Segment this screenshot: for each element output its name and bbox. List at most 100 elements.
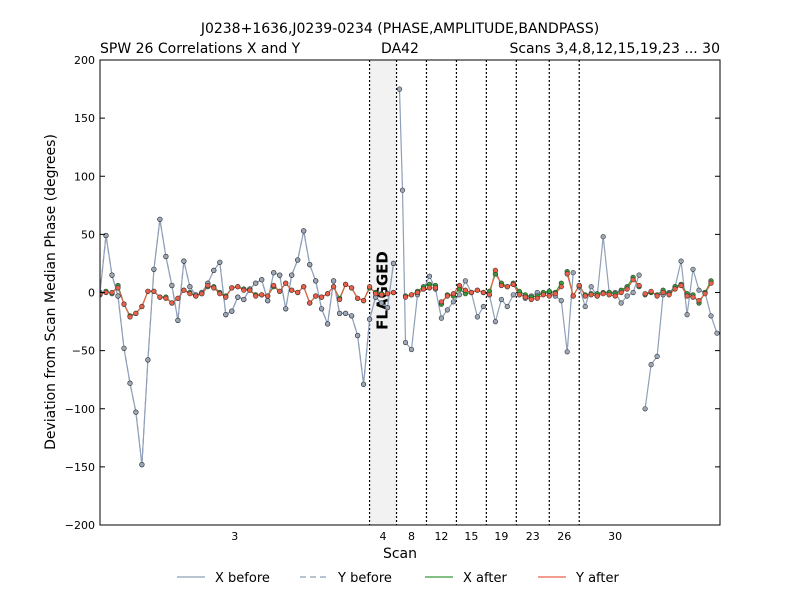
scan-tick-label: 30 [608, 530, 622, 543]
y-tick-label: 50 [81, 228, 95, 241]
data-point [151, 288, 157, 294]
data-point [618, 300, 624, 306]
data-point [690, 294, 696, 300]
data-point [157, 216, 163, 222]
data-point [540, 292, 546, 298]
series-line-x-before [398, 89, 484, 351]
data-point [546, 288, 552, 294]
data-point [307, 300, 313, 306]
data-point [474, 287, 481, 293]
data-point [582, 293, 588, 299]
data-point [438, 315, 445, 321]
data-point [211, 285, 217, 291]
data-point [516, 292, 522, 298]
data-point [696, 298, 702, 304]
data-point [109, 272, 115, 278]
data-point [301, 284, 307, 290]
data-point [361, 381, 367, 387]
scan-tick-label: 15 [464, 530, 478, 543]
data-point [181, 287, 187, 293]
data-point [223, 294, 229, 300]
data-point [145, 357, 151, 363]
data-point [283, 280, 289, 286]
data-point [163, 295, 169, 301]
data-point [313, 278, 319, 284]
data-point [259, 277, 265, 283]
data-point [420, 286, 427, 292]
data-point [271, 282, 277, 289]
data-point [390, 289, 397, 296]
data-point [714, 330, 720, 336]
data-point [265, 293, 271, 299]
data-point [552, 291, 558, 297]
data-point [378, 292, 385, 298]
data-point [528, 296, 534, 303]
data-point [486, 292, 493, 298]
data-point [295, 289, 301, 296]
data-point [564, 271, 570, 277]
data-point [570, 293, 576, 299]
data-point [139, 303, 145, 310]
scan-tick-label: 4 [380, 530, 387, 543]
data-point [121, 301, 127, 307]
data-point [498, 282, 505, 289]
data-point [145, 288, 151, 294]
data-point [277, 272, 283, 278]
data-point [708, 313, 714, 319]
data-point [408, 346, 415, 353]
data-point [624, 293, 630, 299]
data-point [432, 285, 439, 291]
data-point [648, 288, 654, 294]
data-point [343, 310, 349, 317]
y-tick-label: −150 [65, 461, 95, 474]
data-point [271, 270, 277, 276]
data-point [462, 287, 469, 293]
data-point [576, 282, 582, 289]
data-point [229, 285, 235, 291]
data-point [175, 317, 181, 324]
data-point [600, 291, 606, 297]
data-point [355, 332, 361, 339]
data-point [325, 291, 331, 297]
data-point [474, 314, 481, 320]
data-point [133, 409, 139, 415]
data-point [564, 349, 570, 355]
y-tick-label: 0 [88, 287, 95, 300]
data-point [690, 266, 696, 272]
data-point [175, 295, 181, 301]
data-point [450, 299, 457, 305]
data-point [319, 294, 325, 300]
data-point [187, 284, 193, 290]
data-point [384, 291, 391, 297]
data-point [337, 296, 343, 303]
data-point [289, 287, 295, 293]
data-point [331, 278, 337, 284]
data-point [408, 292, 415, 298]
data-point [205, 282, 211, 289]
data-point [456, 292, 463, 298]
data-point [361, 298, 367, 304]
data-point [462, 278, 469, 284]
data-point [654, 353, 660, 360]
data-point [157, 294, 163, 300]
data-point [438, 299, 445, 305]
data-point [636, 272, 642, 278]
legend-label: Y before [337, 571, 392, 586]
data-point [588, 284, 594, 290]
data-point [534, 295, 540, 301]
data-point [450, 291, 457, 297]
data-point [343, 281, 349, 288]
data-point [570, 270, 576, 276]
data-point [708, 280, 714, 286]
data-point [594, 293, 600, 299]
data-point [241, 296, 247, 303]
data-point [384, 305, 391, 311]
data-point [504, 284, 510, 290]
data-point [367, 316, 373, 322]
data-point [414, 289, 421, 296]
scan-tick-label: 23 [526, 530, 540, 543]
data-point [127, 314, 133, 320]
y-tick-label: −100 [65, 403, 95, 416]
data-point [642, 291, 648, 297]
data-point [163, 253, 169, 260]
